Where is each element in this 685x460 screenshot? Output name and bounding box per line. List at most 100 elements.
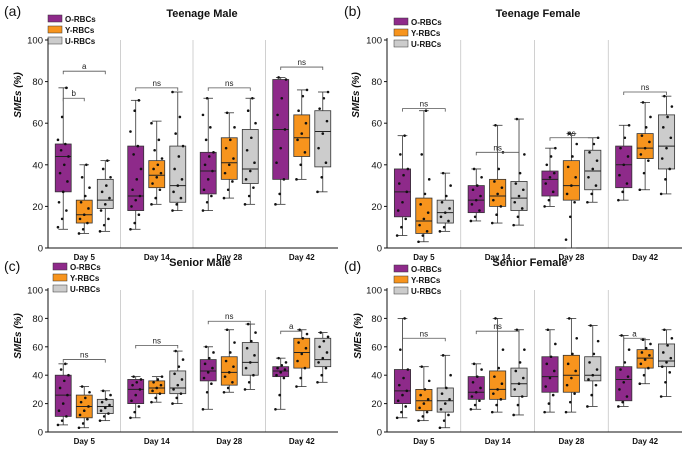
data-point xyxy=(442,419,446,422)
data-point xyxy=(231,180,234,183)
data-point xyxy=(396,399,400,403)
box-y-rbcs-day-5 xyxy=(415,365,433,422)
data-point xyxy=(544,385,548,388)
data-point xyxy=(85,163,88,167)
box-u-rbcs-day-42 xyxy=(314,331,332,384)
data-point xyxy=(317,146,320,150)
legend-label-u-rbcs: U-RBCs xyxy=(411,40,442,49)
data-point xyxy=(448,398,451,401)
legend-label-y-rbcs: Y-RBCs xyxy=(70,274,100,283)
data-point xyxy=(109,393,112,397)
data-point xyxy=(425,410,429,414)
data-point xyxy=(78,413,82,417)
data-point xyxy=(573,200,576,204)
data-point xyxy=(395,234,399,237)
significance-bracket: a xyxy=(623,329,646,342)
data-point xyxy=(152,167,155,171)
iqr-box xyxy=(314,110,332,168)
data-point xyxy=(471,188,475,192)
data-point xyxy=(514,369,518,373)
data-point xyxy=(586,200,589,204)
iqr-box xyxy=(436,387,454,413)
data-point xyxy=(326,90,330,94)
data-point xyxy=(574,175,577,179)
data-point xyxy=(417,419,420,422)
data-point xyxy=(590,192,593,196)
significance-line xyxy=(135,344,179,349)
data-point xyxy=(129,416,132,420)
data-point xyxy=(204,138,208,142)
box-y-rbcs-day-14 xyxy=(489,123,507,225)
data-point xyxy=(301,94,305,98)
data-point xyxy=(400,410,403,414)
iqr-box xyxy=(54,143,72,193)
data-point xyxy=(172,388,175,391)
data-point xyxy=(204,345,208,349)
data-point xyxy=(66,180,69,183)
data-point xyxy=(57,409,61,413)
data-point xyxy=(232,365,235,368)
box-o-rbcs-day-14 xyxy=(127,99,145,231)
y-tick-label: 80 xyxy=(32,77,43,88)
data-point xyxy=(130,205,133,208)
panel-c: (c) Senior Male SMEs (%) O-RBCs Y-RBCs U… xyxy=(4,257,338,446)
data-point xyxy=(151,389,154,393)
data-point xyxy=(639,362,643,366)
data-point xyxy=(100,190,104,194)
data-point xyxy=(284,361,288,364)
significance-label: ns xyxy=(225,312,233,321)
data-point xyxy=(129,130,132,133)
data-point xyxy=(670,105,674,108)
data-point xyxy=(643,146,647,150)
significance-bracket: ns xyxy=(475,143,520,156)
iqr-box xyxy=(541,170,559,197)
box-o-rbcs-day-5 xyxy=(393,134,412,237)
data-point xyxy=(565,383,569,387)
panel-title: Senior Male xyxy=(169,257,231,269)
significance-label: ns xyxy=(420,100,428,109)
data-point xyxy=(445,386,448,390)
significance-label: ns xyxy=(641,83,649,92)
iqr-box xyxy=(393,168,412,218)
data-point xyxy=(174,132,177,135)
data-point xyxy=(299,163,302,167)
data-point xyxy=(427,379,431,383)
data-point xyxy=(543,205,546,208)
data-point xyxy=(181,358,185,361)
data-point xyxy=(551,190,555,194)
data-point xyxy=(596,339,600,343)
data-point xyxy=(64,362,67,366)
data-point xyxy=(206,178,210,181)
box-o-rbcs-day-28 xyxy=(199,345,217,411)
iqr-box xyxy=(127,145,145,211)
data-point xyxy=(80,385,84,388)
data-point xyxy=(282,178,286,181)
data-point xyxy=(135,178,139,181)
data-point xyxy=(668,167,672,171)
data-point xyxy=(493,180,496,183)
y-tick-label: 100 xyxy=(366,36,382,47)
data-point xyxy=(150,400,153,404)
data-point xyxy=(447,219,450,223)
data-point xyxy=(303,366,307,370)
data-point xyxy=(665,146,668,150)
data-point xyxy=(226,188,230,192)
significance-line xyxy=(549,137,594,141)
data-point xyxy=(660,157,664,160)
data-point xyxy=(250,339,253,343)
data-point xyxy=(103,203,107,206)
significance-bracket: ns xyxy=(475,322,520,335)
data-point xyxy=(78,217,82,221)
data-point xyxy=(139,167,143,171)
data-point xyxy=(644,126,648,129)
y-tick-label: 100 xyxy=(27,286,43,297)
data-point xyxy=(132,153,135,156)
x-tick-label-day-42: Day 42 xyxy=(289,437,315,446)
data-point xyxy=(649,342,652,346)
panel-label: (b) xyxy=(344,3,361,19)
iqr-box xyxy=(562,160,580,201)
data-point xyxy=(205,96,209,100)
data-point xyxy=(317,361,320,364)
data-point xyxy=(320,175,324,179)
data-point xyxy=(173,372,176,376)
